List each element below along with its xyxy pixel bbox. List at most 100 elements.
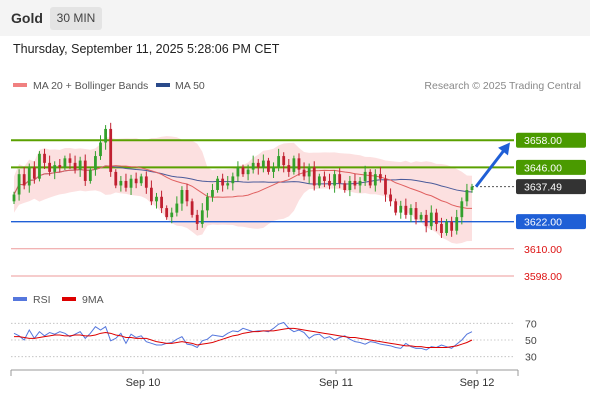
candle-body (236, 167, 240, 177)
bollinger-bands (14, 136, 472, 244)
x-tick-label: Sep 12 (460, 377, 495, 389)
x-tick-label: Sep 10 (126, 377, 161, 389)
candle-body (307, 167, 311, 177)
candle-body (246, 169, 250, 175)
rsi-legend-swatch (13, 297, 27, 301)
candle-body (317, 176, 321, 186)
price-chart: MA 20 + Bollinger Bands MA 50 Research ©… (10, 80, 586, 389)
candle-body (134, 178, 138, 184)
candle-body (302, 169, 306, 177)
level-label-3658.00: 3658.00 (524, 135, 562, 147)
candle-body (109, 128, 113, 172)
candle-body (68, 158, 72, 163)
candle-body (170, 212, 174, 218)
candle-body (175, 203, 179, 213)
candle-body (338, 174, 342, 184)
candle-body (267, 160, 270, 172)
candle-body (312, 167, 316, 186)
candle-body (292, 158, 296, 172)
candle-body (22, 174, 26, 186)
level-label-3637.49: 3637.49 (524, 182, 562, 194)
candle-body (144, 176, 148, 188)
candle-body (165, 208, 169, 218)
level-label-3646.00: 3646.00 (524, 162, 562, 174)
candle-body (160, 196, 163, 209)
candle-body (465, 190, 469, 202)
candle-body (323, 176, 326, 181)
candle-body (394, 201, 398, 213)
candle-body (99, 142, 102, 157)
candle-body (88, 169, 92, 181)
candle-body (282, 156, 286, 166)
candle-body (450, 221, 454, 231)
candle-body (83, 160, 87, 181)
candle-body (38, 153, 41, 179)
candle-body (353, 180, 357, 186)
rsi-ma-legend-label: 9MA (82, 294, 104, 306)
candle-body (221, 178, 225, 186)
level-label-3598.00: 3598.00 (524, 271, 562, 283)
rsi-line (13, 321, 473, 351)
level-label-3610.00: 3610.00 (524, 244, 562, 256)
candle-body (272, 167, 275, 172)
candle-body (358, 180, 362, 186)
level-label-box-3622.00 (516, 214, 586, 230)
candle-body (124, 180, 128, 188)
ma20-legend-label: MA 20 + Bollinger Bands (33, 80, 148, 92)
candle-body (363, 171, 367, 181)
level-label-box-3637.49 (516, 179, 586, 195)
candle-body (409, 208, 413, 215)
candle-body (205, 196, 209, 211)
candlesticks (12, 122, 474, 238)
candle-body (231, 176, 235, 184)
candle-body (190, 201, 194, 215)
instrument-title: Gold (11, 10, 43, 26)
candle-body (150, 187, 153, 202)
chart-datetime: Thursday, September 11, 2025 5:28:06 PM … (13, 42, 280, 56)
candle-body (440, 223, 443, 233)
candle-body (384, 178, 387, 195)
candle-body (445, 221, 448, 233)
candle-body (114, 171, 118, 186)
rsi-legend-label: RSI (33, 294, 51, 306)
candle-body (43, 153, 46, 163)
candle-body (200, 210, 204, 224)
candle-body (78, 160, 82, 170)
forecast-arrow-shaft (474, 148, 506, 188)
candle-body (256, 162, 260, 168)
forecast-arrow-head (498, 142, 510, 156)
candle-body (399, 205, 403, 213)
candle-body (12, 194, 16, 202)
candle-body (287, 165, 291, 172)
rsi-ma-line (14, 327, 473, 348)
candle-body (414, 208, 418, 220)
candle-body (17, 174, 21, 195)
candle-body (333, 174, 336, 186)
forecast-arrow (474, 142, 510, 188)
x-axis-ticks: Sep 10 Sep 11 Sep 12 (126, 370, 495, 389)
candle-body (211, 190, 214, 197)
candle-body (251, 162, 255, 170)
candle-body (48, 162, 52, 172)
candle-body (470, 186, 474, 190)
rsi-ma-legend-swatch (62, 297, 76, 301)
candle-body (424, 214, 428, 227)
candle-body (94, 156, 97, 170)
candle-body (58, 165, 62, 168)
rsi-tick-70: 70 (525, 318, 537, 330)
candle-body (460, 201, 464, 218)
candle-body (261, 160, 265, 168)
top-bar: Gold 30 MIN (0, 0, 590, 36)
candle-body (216, 178, 219, 190)
candle-body (434, 212, 438, 224)
candle-body (429, 212, 433, 227)
candle-body (373, 174, 377, 186)
ma50-legend-swatch (156, 83, 170, 87)
candle-body (104, 128, 107, 143)
rsi-tick-50: 50 (525, 335, 537, 347)
candle-body (119, 180, 123, 186)
candle-body (343, 183, 347, 190)
timeframe-button[interactable]: 30 MIN (50, 7, 102, 30)
candle-body (368, 171, 372, 186)
research-credit: Research © 2025 Trading Central (424, 80, 581, 92)
